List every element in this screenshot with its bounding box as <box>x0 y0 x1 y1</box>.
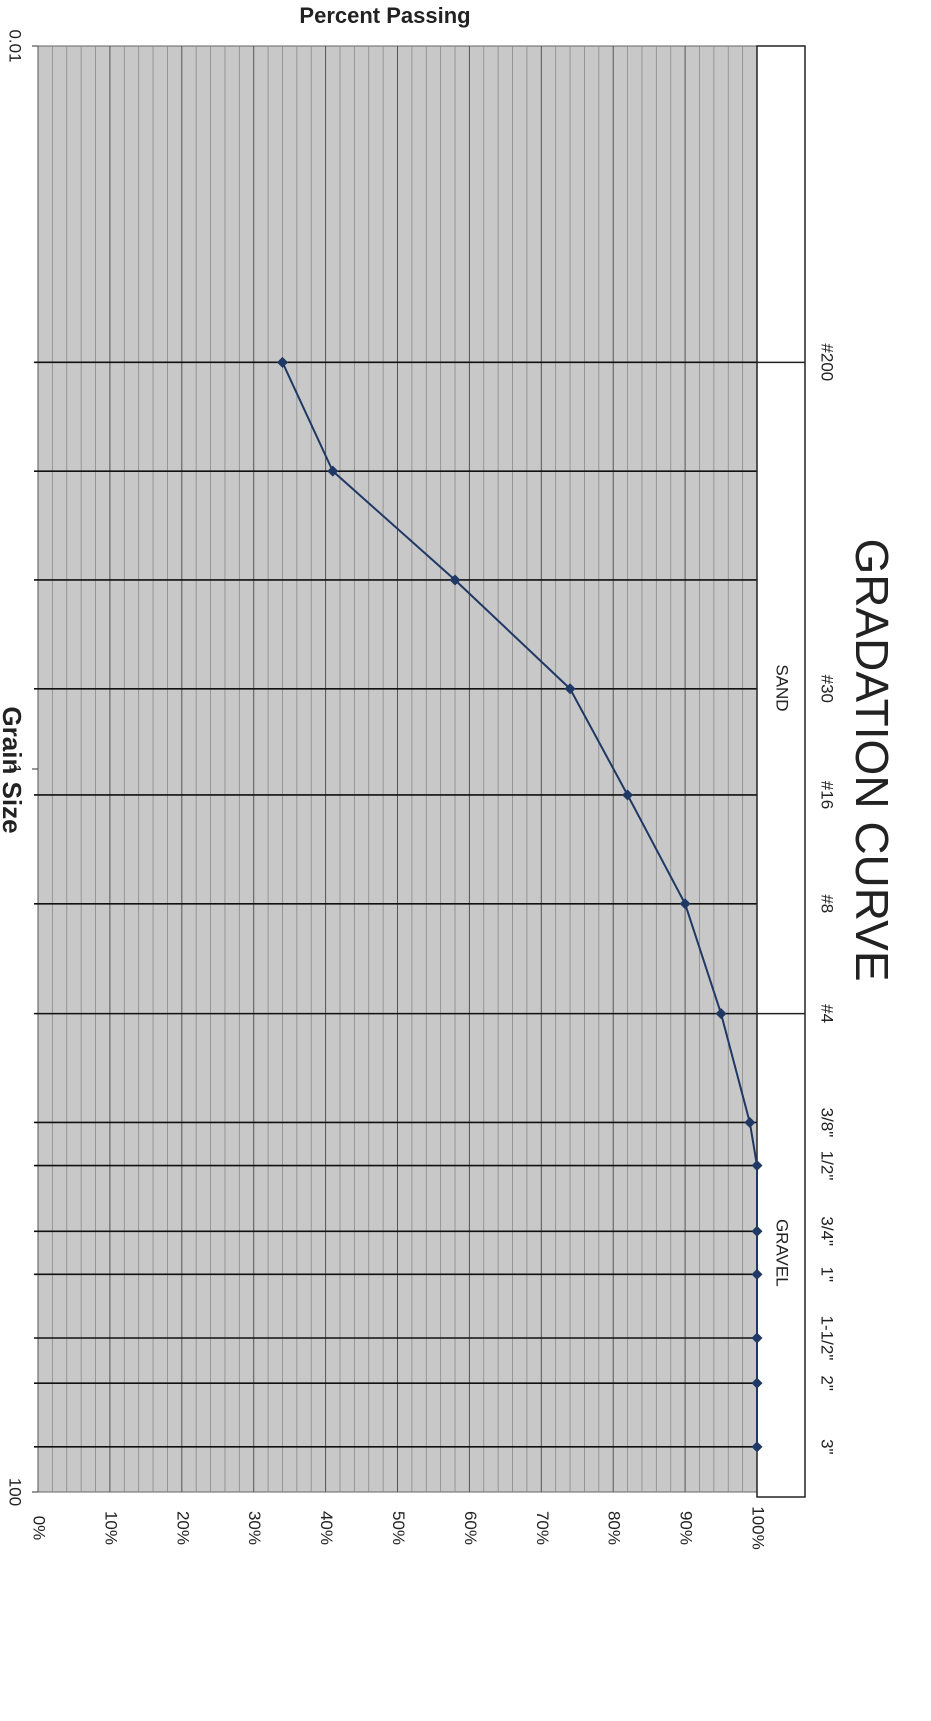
sieve-label: 3/4" <box>818 1216 837 1246</box>
y-axis-title: Percent Passing <box>299 3 470 28</box>
data-point <box>751 1160 763 1172</box>
x-axis-title: Grain Size <box>0 706 27 833</box>
x-tick-label: 1 <box>6 764 25 773</box>
y-tick-label: 10% <box>101 1511 120 1545</box>
sieve-label: #4 <box>818 1004 837 1023</box>
zone-panel <box>756 45 806 1498</box>
sieve-label: #16 <box>818 781 837 809</box>
data-point <box>327 465 339 477</box>
data-point <box>449 574 461 586</box>
y-tick-label: 70% <box>533 1511 552 1545</box>
x-tick-label: 0.01 <box>6 29 25 62</box>
data-point <box>679 898 691 910</box>
y-tick-label: 80% <box>605 1511 624 1545</box>
sieve-label: 3/8" <box>818 1108 837 1138</box>
data-point <box>622 789 634 801</box>
data-point <box>751 1377 763 1389</box>
x-tick-label: 100 <box>6 1478 25 1506</box>
data-point <box>751 1225 763 1237</box>
sieve-label: 2" <box>818 1375 837 1391</box>
data-point <box>751 1441 763 1453</box>
y-tick-label: 0% <box>30 1516 49 1541</box>
y-tick-label: 90% <box>677 1511 696 1545</box>
data-point <box>744 1116 756 1128</box>
sieve-label: 3" <box>818 1439 837 1455</box>
sieve-label: #8 <box>818 894 837 913</box>
data-point <box>751 1268 763 1280</box>
data-line <box>281 361 758 1447</box>
sieve-label: 1-1/2" <box>818 1316 837 1361</box>
sieve-label: #30 <box>818 675 837 703</box>
y-tick-label: 30% <box>245 1511 264 1545</box>
data-point <box>276 356 288 368</box>
sieve-label: 1/2" <box>818 1151 837 1181</box>
y-tick-label: 50% <box>389 1511 408 1545</box>
zone-label: GRAVEL <box>773 1219 792 1287</box>
zone-label: SAND <box>773 664 792 711</box>
data-point <box>751 1332 763 1344</box>
y-tick-label: 100% <box>749 1506 768 1549</box>
sieve-label: 1" <box>818 1267 837 1283</box>
y-tick-label: 40% <box>317 1511 336 1545</box>
y-tick-label: 60% <box>461 1511 480 1545</box>
data-point <box>564 683 576 695</box>
sieve-label: #200 <box>818 343 837 381</box>
data-point <box>715 1008 727 1020</box>
chart-title: GRADATION CURVE <box>846 538 898 981</box>
y-tick-label: 20% <box>173 1511 192 1545</box>
